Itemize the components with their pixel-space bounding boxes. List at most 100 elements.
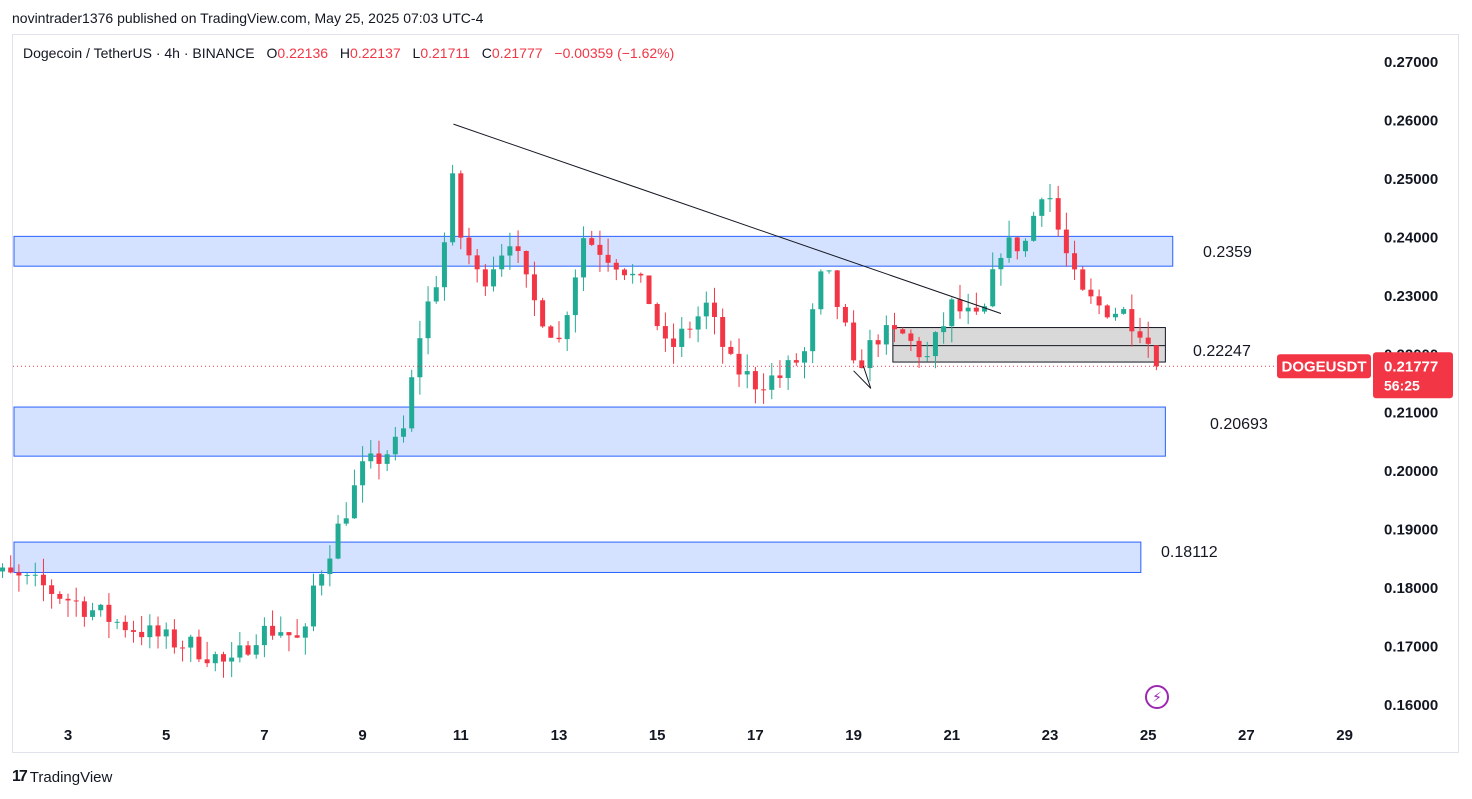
wedge-drawing[interactable]: [853, 365, 872, 389]
candle-body[interactable]: [1104, 305, 1110, 318]
candle-body[interactable]: [1112, 313, 1118, 318]
candle-body[interactable]: [1072, 253, 1078, 270]
candle-body[interactable]: [1096, 296, 1102, 306]
candle-body[interactable]: [81, 601, 87, 617]
candle-body[interactable]: [171, 629, 177, 648]
candle-body[interactable]: [1129, 309, 1135, 332]
candle-body[interactable]: [163, 629, 169, 637]
candle-body[interactable]: [147, 625, 153, 638]
candle-body[interactable]: [311, 585, 316, 627]
candle-body[interactable]: [900, 329, 906, 334]
candle-body[interactable]: [916, 340, 922, 358]
candle-body[interactable]: [491, 269, 497, 287]
candle-body[interactable]: [810, 309, 816, 352]
candle-body[interactable]: [621, 269, 627, 276]
grey-box-rect[interactable]: [892, 327, 1166, 363]
candle-body[interactable]: [982, 306, 988, 312]
candle-body[interactable]: [16, 572, 22, 576]
candle-body[interactable]: [515, 246, 521, 252]
candle-body[interactable]: [1088, 289, 1094, 297]
candle-body[interactable]: [777, 375, 783, 378]
candle-body[interactable]: [466, 237, 472, 256]
candle-body[interactable]: [965, 307, 971, 312]
candle-body[interactable]: [1039, 199, 1045, 216]
candle-body[interactable]: [932, 332, 938, 357]
candle-body[interactable]: [278, 632, 284, 636]
candle-body[interactable]: [0, 567, 6, 572]
trendline[interactable]: [453, 123, 1002, 314]
candle-body[interactable]: [908, 333, 914, 341]
candle-body[interactable]: [720, 317, 726, 347]
candle-body[interactable]: [998, 257, 1004, 270]
candle-body[interactable]: [130, 630, 136, 632]
candle-body[interactable]: [114, 621, 120, 623]
candle-body[interactable]: [892, 325, 898, 330]
candle-body[interactable]: [65, 598, 71, 601]
zone-rect[interactable]: [13, 406, 1166, 457]
candle-body[interactable]: [859, 360, 865, 369]
tradingview-logo[interactable]: 17 TradingView: [12, 768, 112, 786]
candle-body[interactable]: [1014, 237, 1020, 252]
candle-body[interactable]: [941, 326, 947, 333]
candle-body[interactable]: [957, 299, 963, 312]
candle-body[interactable]: [458, 173, 464, 238]
candle-body[interactable]: [744, 371, 750, 375]
candle-body[interactable]: [425, 301, 431, 339]
candle-body[interactable]: [98, 604, 104, 611]
candle-body[interactable]: [973, 307, 979, 312]
legend-symbol[interactable]: Dogecoin / TetherUS · 4h · BINANCE: [23, 45, 255, 61]
candle-body[interactable]: [711, 302, 717, 318]
candle-body[interactable]: [695, 316, 701, 330]
candle-body[interactable]: [139, 631, 145, 638]
candle-body[interactable]: [752, 371, 758, 390]
candle-body[interactable]: [302, 626, 308, 638]
candle-body[interactable]: [196, 636, 202, 660]
candle-body[interactable]: [32, 574, 38, 576]
candle-body[interactable]: [270, 625, 276, 636]
candle-body[interactable]: [1080, 269, 1086, 290]
candle-body[interactable]: [630, 273, 636, 276]
candle-body[interactable]: [1031, 215, 1037, 241]
candle-body[interactable]: [924, 356, 930, 358]
candle-body[interactable]: [1047, 198, 1053, 200]
candle-body[interactable]: [531, 274, 537, 301]
candle-body[interactable]: [1153, 345, 1159, 367]
zone-rect[interactable]: [13, 541, 1142, 573]
candle-body[interactable]: [564, 315, 570, 340]
candle-body[interactable]: [769, 375, 775, 390]
candle-body[interactable]: [802, 351, 807, 363]
candle-body[interactable]: [335, 523, 341, 559]
candle-body[interactable]: [24, 575, 30, 577]
candle-body[interactable]: [703, 302, 709, 317]
candle-body[interactable]: [638, 273, 644, 276]
candle-body[interactable]: [433, 287, 439, 302]
candle-body[interactable]: [417, 338, 423, 378]
candle-body[interactable]: [8, 567, 14, 573]
candle-body[interactable]: [261, 625, 267, 646]
candle-body[interactable]: [671, 338, 677, 347]
candle-body[interactable]: [90, 610, 96, 617]
candle-body[interactable]: [540, 300, 546, 327]
candle-body[interactable]: [245, 645, 251, 655]
candle-body[interactable]: [220, 654, 226, 662]
candle-body[interactable]: [883, 325, 889, 345]
candle-body[interactable]: [1022, 240, 1028, 252]
candle-body[interactable]: [122, 621, 128, 631]
candle-body[interactable]: [450, 173, 456, 243]
candle-body[interactable]: [867, 340, 873, 369]
candle-body[interactable]: [728, 346, 734, 354]
candle-body[interactable]: [319, 574, 325, 586]
candle-body[interactable]: [188, 636, 194, 648]
candle-body[interactable]: [253, 645, 259, 655]
candle-body[interactable]: [1055, 198, 1061, 230]
candle-body[interactable]: [761, 389, 767, 391]
candle-body[interactable]: [409, 377, 415, 429]
candle-body[interactable]: [818, 271, 824, 310]
candle-body[interactable]: [1145, 337, 1151, 344]
candle-body[interactable]: [49, 585, 55, 594]
candle-body[interactable]: [1063, 229, 1069, 254]
candle-body[interactable]: [73, 600, 79, 602]
candle-body[interactable]: [572, 277, 578, 316]
candle-body[interactable]: [376, 453, 382, 464]
